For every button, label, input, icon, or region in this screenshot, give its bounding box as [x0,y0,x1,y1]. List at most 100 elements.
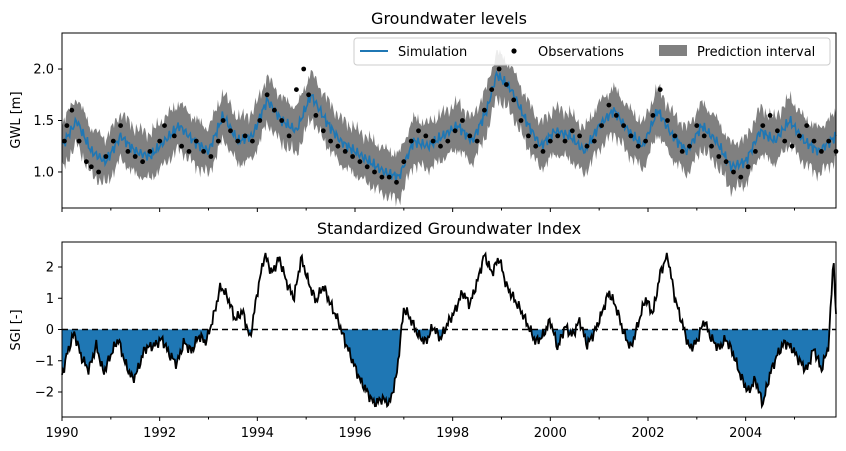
prediction-interval-band [62,49,836,207]
observation-point [306,92,311,98]
observation-point [118,123,123,128]
observation-point [643,138,648,144]
observation-point [452,128,458,134]
observation-point [208,154,214,159]
legend-observations-swatch [511,48,517,54]
observation-point [819,149,824,154]
observation-point [215,138,221,144]
observation-point [555,133,561,139]
observation-point [723,159,729,165]
observation-point [171,133,177,139]
gwl-y-axis-label: GWL [m] [9,91,24,148]
observation-point [577,133,582,139]
observation-point [279,118,285,123]
sgi-negative-fill [62,329,836,407]
sgi-x-tick-label: 2004 [729,426,762,441]
observation-point [533,143,539,149]
observation-point [540,149,546,154]
observation-point [621,123,626,128]
observation-point [64,123,70,128]
sgi-x-tick-label: 1990 [45,426,78,441]
observation-point [496,66,502,72]
observation-point [628,133,634,139]
sgi-x-tick-label: 1998 [436,426,469,441]
observation-point [350,154,355,159]
observation-point [103,154,109,159]
observation-point [62,138,67,144]
observation-point [394,179,399,185]
observation-point [679,149,685,154]
observation-point [797,133,802,139]
sgi-x-tick-label: 1996 [338,426,371,441]
observation-point [235,138,241,144]
gwl-y-tick-label: 2.0 [33,63,54,78]
observation-point [701,133,707,139]
observation-point [76,138,82,144]
gwl-axes-frame [61,32,837,209]
observation-point [357,159,363,165]
sgi-y-ticks: −2 −1 0 1 2 [35,261,62,401]
legend-box [353,37,831,66]
legend-interval-label: Prediction interval [697,45,815,60]
observation-point [438,143,443,149]
observation-point [162,123,167,128]
observation-point [767,113,773,118]
observation-point [272,107,277,113]
sgi-y-tick-label: −1 [35,354,54,369]
sgi-plot-area [61,251,837,410]
observation-point [364,164,370,170]
observation-point [526,133,531,139]
observation-point [467,133,473,139]
observation-point [482,107,487,113]
sgi-y-axis-label: SGI [-] [9,309,24,350]
observation-point [286,133,292,139]
sgi-x-tick-label: 1994 [241,426,274,441]
observation-point [811,138,817,144]
observation-point [591,138,597,144]
observation-point [179,143,185,149]
observation-point [342,149,348,154]
observation-point [416,128,421,134]
observation-point [738,174,744,180]
observation-point [193,138,199,144]
observation-point [518,118,524,123]
observation-point [147,149,153,154]
observation-point [242,133,248,139]
sgi-panel: Standardized Groundwater Index SGI [-] −… [9,219,837,441]
observation-point [789,143,795,149]
sgi-line [61,251,837,410]
observation-point [474,138,480,144]
observation-point [782,138,788,144]
observation-point [606,102,612,108]
observation-point [250,138,255,144]
observation-point [88,164,94,170]
sgi-x-tick-label: 2000 [534,426,567,441]
legend-interval-swatch [659,45,687,56]
observation-point [430,138,436,144]
groundwater-levels-panel: Groundwater levels GWL [m] 1.0 1.5 2.0 Sim… [9,9,839,212]
observation-point [716,154,722,159]
observation-point [745,164,751,170]
observation-point [328,138,333,144]
observation-point [804,123,810,128]
sgi-y-tick-label: 0 [46,323,54,338]
observation-point [125,149,131,154]
sgi-title: Standardized Groundwater Index [317,219,581,238]
observation-point [301,66,307,72]
observation-point [753,149,758,154]
observation-point [401,159,407,165]
observation-point [386,174,392,180]
observation-point [157,138,163,144]
observation-point [228,128,233,134]
gwl-y-ticks: 1.0 1.5 2.0 [33,63,62,180]
observation-point [379,174,385,180]
legend-simulation-label: Simulation [398,45,467,60]
observation-point [650,113,656,118]
observation-point [220,118,226,123]
observation-point [84,159,89,165]
observation-point [775,128,780,134]
observation-point [294,87,299,92]
groundwater-levels-plot-area [61,49,839,207]
observation-point [423,133,429,139]
